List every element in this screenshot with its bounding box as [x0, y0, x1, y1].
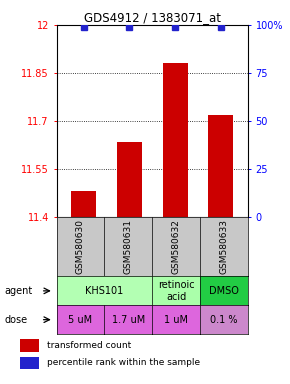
Text: percentile rank within the sample: percentile rank within the sample	[46, 358, 200, 367]
Bar	[117, 142, 142, 217]
Title: GDS4912 / 1383071_at: GDS4912 / 1383071_at	[84, 11, 221, 24]
Text: GSM580632: GSM580632	[172, 219, 181, 274]
Text: 1 uM: 1 uM	[164, 314, 188, 325]
Text: retinoic
acid: retinoic acid	[158, 280, 195, 302]
Bar	[208, 114, 233, 217]
Text: 5 uM: 5 uM	[68, 314, 93, 325]
Text: 1.7 uM: 1.7 uM	[112, 314, 145, 325]
Text: agent: agent	[5, 286, 33, 296]
Bar	[20, 339, 39, 352]
Text: transformed count: transformed count	[46, 341, 131, 350]
Text: dose: dose	[5, 314, 28, 325]
Text: KHS101: KHS101	[85, 286, 124, 296]
Text: GSM580630: GSM580630	[76, 219, 85, 274]
Text: GSM580633: GSM580633	[220, 219, 229, 274]
Bar	[71, 191, 96, 217]
Bar	[20, 357, 39, 369]
Text: 0.1 %: 0.1 %	[210, 314, 238, 325]
Text: DMSO: DMSO	[209, 286, 239, 296]
Bar	[162, 63, 188, 217]
Text: GSM580631: GSM580631	[124, 219, 133, 274]
